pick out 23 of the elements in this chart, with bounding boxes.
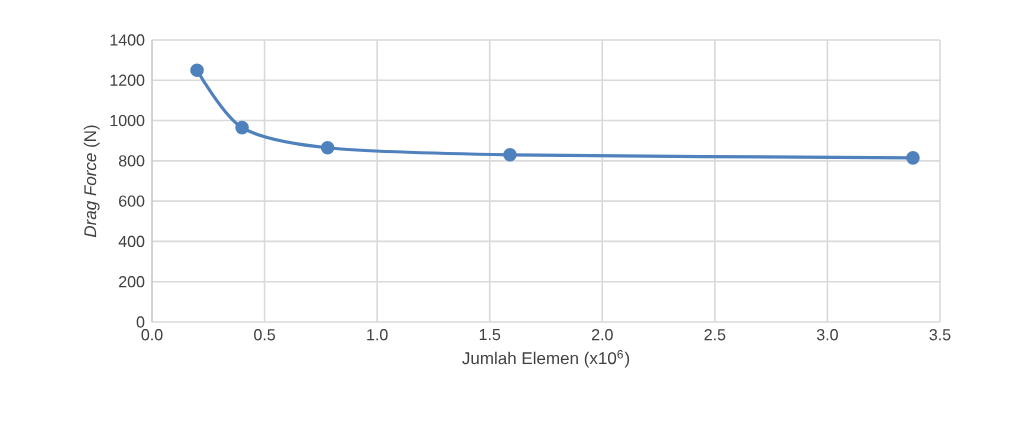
x-tick-label: 0.5 xyxy=(254,329,276,341)
y-tick-label: 0 xyxy=(136,316,145,328)
x-tick-label: 1.0 xyxy=(367,329,388,341)
point xyxy=(320,140,335,155)
y-axis-title: Drag Force (N) xyxy=(83,125,100,238)
x-tick-label: 0.0 xyxy=(141,329,163,341)
y-tick-label: 1200 xyxy=(110,74,145,86)
y-tick-label: 400 xyxy=(118,235,145,248)
y-tick-label: 1000 xyxy=(110,114,145,127)
x-axis-title: Jumlah Elemen (x10$^{6}$) xyxy=(462,350,630,368)
point xyxy=(503,148,517,162)
point xyxy=(190,63,204,78)
x-tick-label: 3.5 xyxy=(929,329,951,341)
x-tick-label: 2.0 xyxy=(591,329,613,341)
y-tick-label: 600 xyxy=(119,195,145,207)
x-tick-label: 3.0 xyxy=(816,329,838,341)
y-tick-label: 200 xyxy=(119,276,145,288)
point xyxy=(235,120,249,135)
x-tick-label: 1.5 xyxy=(479,329,501,341)
y-tick-label: 800 xyxy=(118,155,145,167)
point xyxy=(906,151,920,165)
y-tick-label: 1400 xyxy=(110,34,145,46)
x-tick-label: 2.5 xyxy=(704,329,726,341)
